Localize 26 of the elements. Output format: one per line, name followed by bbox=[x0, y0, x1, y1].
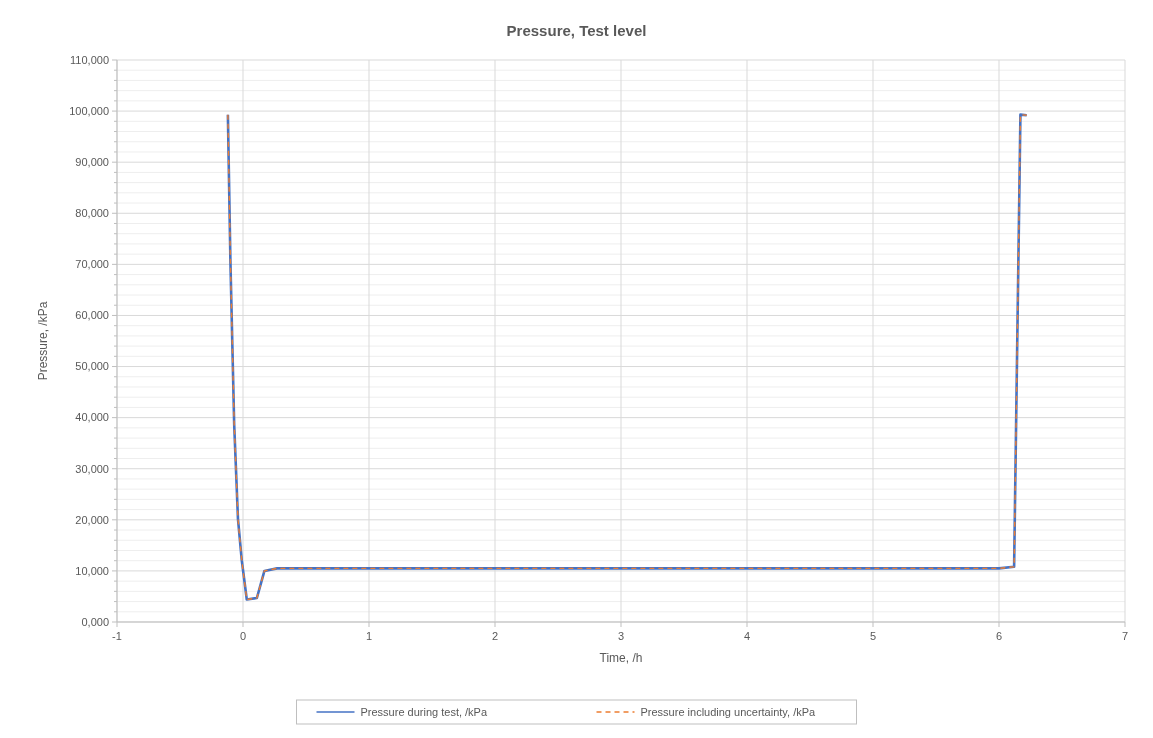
x-tick-label: 0 bbox=[239, 630, 247, 642]
y-tick-label: 100,000 bbox=[69, 104, 109, 117]
y-tick-label: 10,000 bbox=[75, 564, 109, 577]
x-tick-label: 6 bbox=[995, 630, 1003, 642]
x-tick-label: 2 bbox=[491, 630, 499, 642]
x-tick-label: 3 bbox=[617, 630, 625, 642]
x-tick-label: -1 bbox=[112, 630, 122, 642]
y-tick-label: 110,000 bbox=[70, 53, 109, 66]
y-tick-label: 20,000 bbox=[75, 513, 109, 526]
y-tick-label: 60,000 bbox=[75, 309, 109, 322]
y-axis-title: Pressure, /kPa bbox=[36, 301, 50, 381]
x-tick-label: 4 bbox=[743, 630, 751, 642]
x-tick-label: 5 bbox=[869, 630, 877, 642]
y-tick-label: 30,000 bbox=[75, 462, 109, 475]
y-tick-label: 50,000 bbox=[75, 360, 109, 373]
x-axis-title: Time, /h bbox=[599, 651, 643, 665]
legend-label: Pressure during test, /kPa bbox=[360, 705, 488, 718]
y-tick-label: 90,000 bbox=[75, 156, 109, 169]
x-tick-label: 1 bbox=[365, 630, 373, 642]
y-tick-label: 80,000 bbox=[75, 207, 109, 220]
y-tick-label: 0,000 bbox=[81, 615, 109, 628]
y-tick-label: 70,000 bbox=[75, 258, 109, 271]
y-tick-label: 40,000 bbox=[75, 411, 109, 424]
legend-label: Pressure including uncertainty, /kPa bbox=[640, 705, 817, 718]
chart-title: Pressure, Test level bbox=[506, 22, 647, 39]
x-tick-label: 7 bbox=[1121, 630, 1129, 642]
